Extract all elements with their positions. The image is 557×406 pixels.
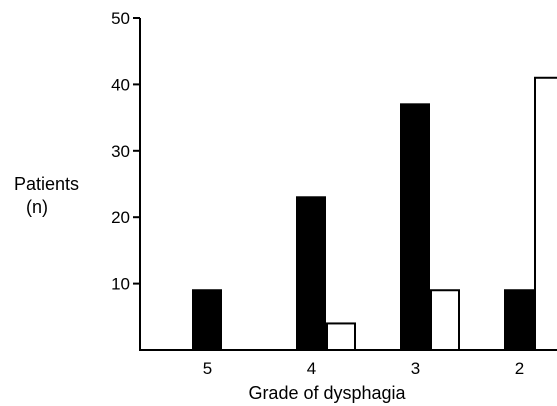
- y-tick-label: 40: [111, 75, 130, 94]
- x-axis-title: Grade of dysphagia: [248, 383, 406, 403]
- x-tick-label: 5: [203, 359, 212, 378]
- bar-solid: [504, 289, 534, 351]
- x-tick-label: 4: [307, 359, 316, 378]
- y-tick-label: 20: [111, 208, 130, 227]
- bar-solid: [296, 196, 326, 351]
- bar-solid: [192, 289, 222, 351]
- y-tick-label: 10: [111, 275, 130, 294]
- y-axis-unit: (n): [26, 197, 48, 217]
- bars-group: [192, 76, 557, 352]
- bar-solid: [400, 103, 430, 351]
- y-tick-label: 50: [111, 9, 130, 28]
- y-axis-ticks: 10 20 30 40 50: [111, 9, 140, 294]
- x-tick-label: 3: [411, 359, 420, 378]
- bar-hollow: [534, 76, 557, 351]
- y-axis-title: Patients: [14, 174, 79, 194]
- bar-hollow: [326, 322, 356, 352]
- x-axis-tick-labels: 54321: [203, 359, 524, 378]
- bar-hollow: [430, 289, 460, 351]
- y-tick-label: 30: [111, 142, 130, 161]
- x-tick-label: 2: [515, 359, 524, 378]
